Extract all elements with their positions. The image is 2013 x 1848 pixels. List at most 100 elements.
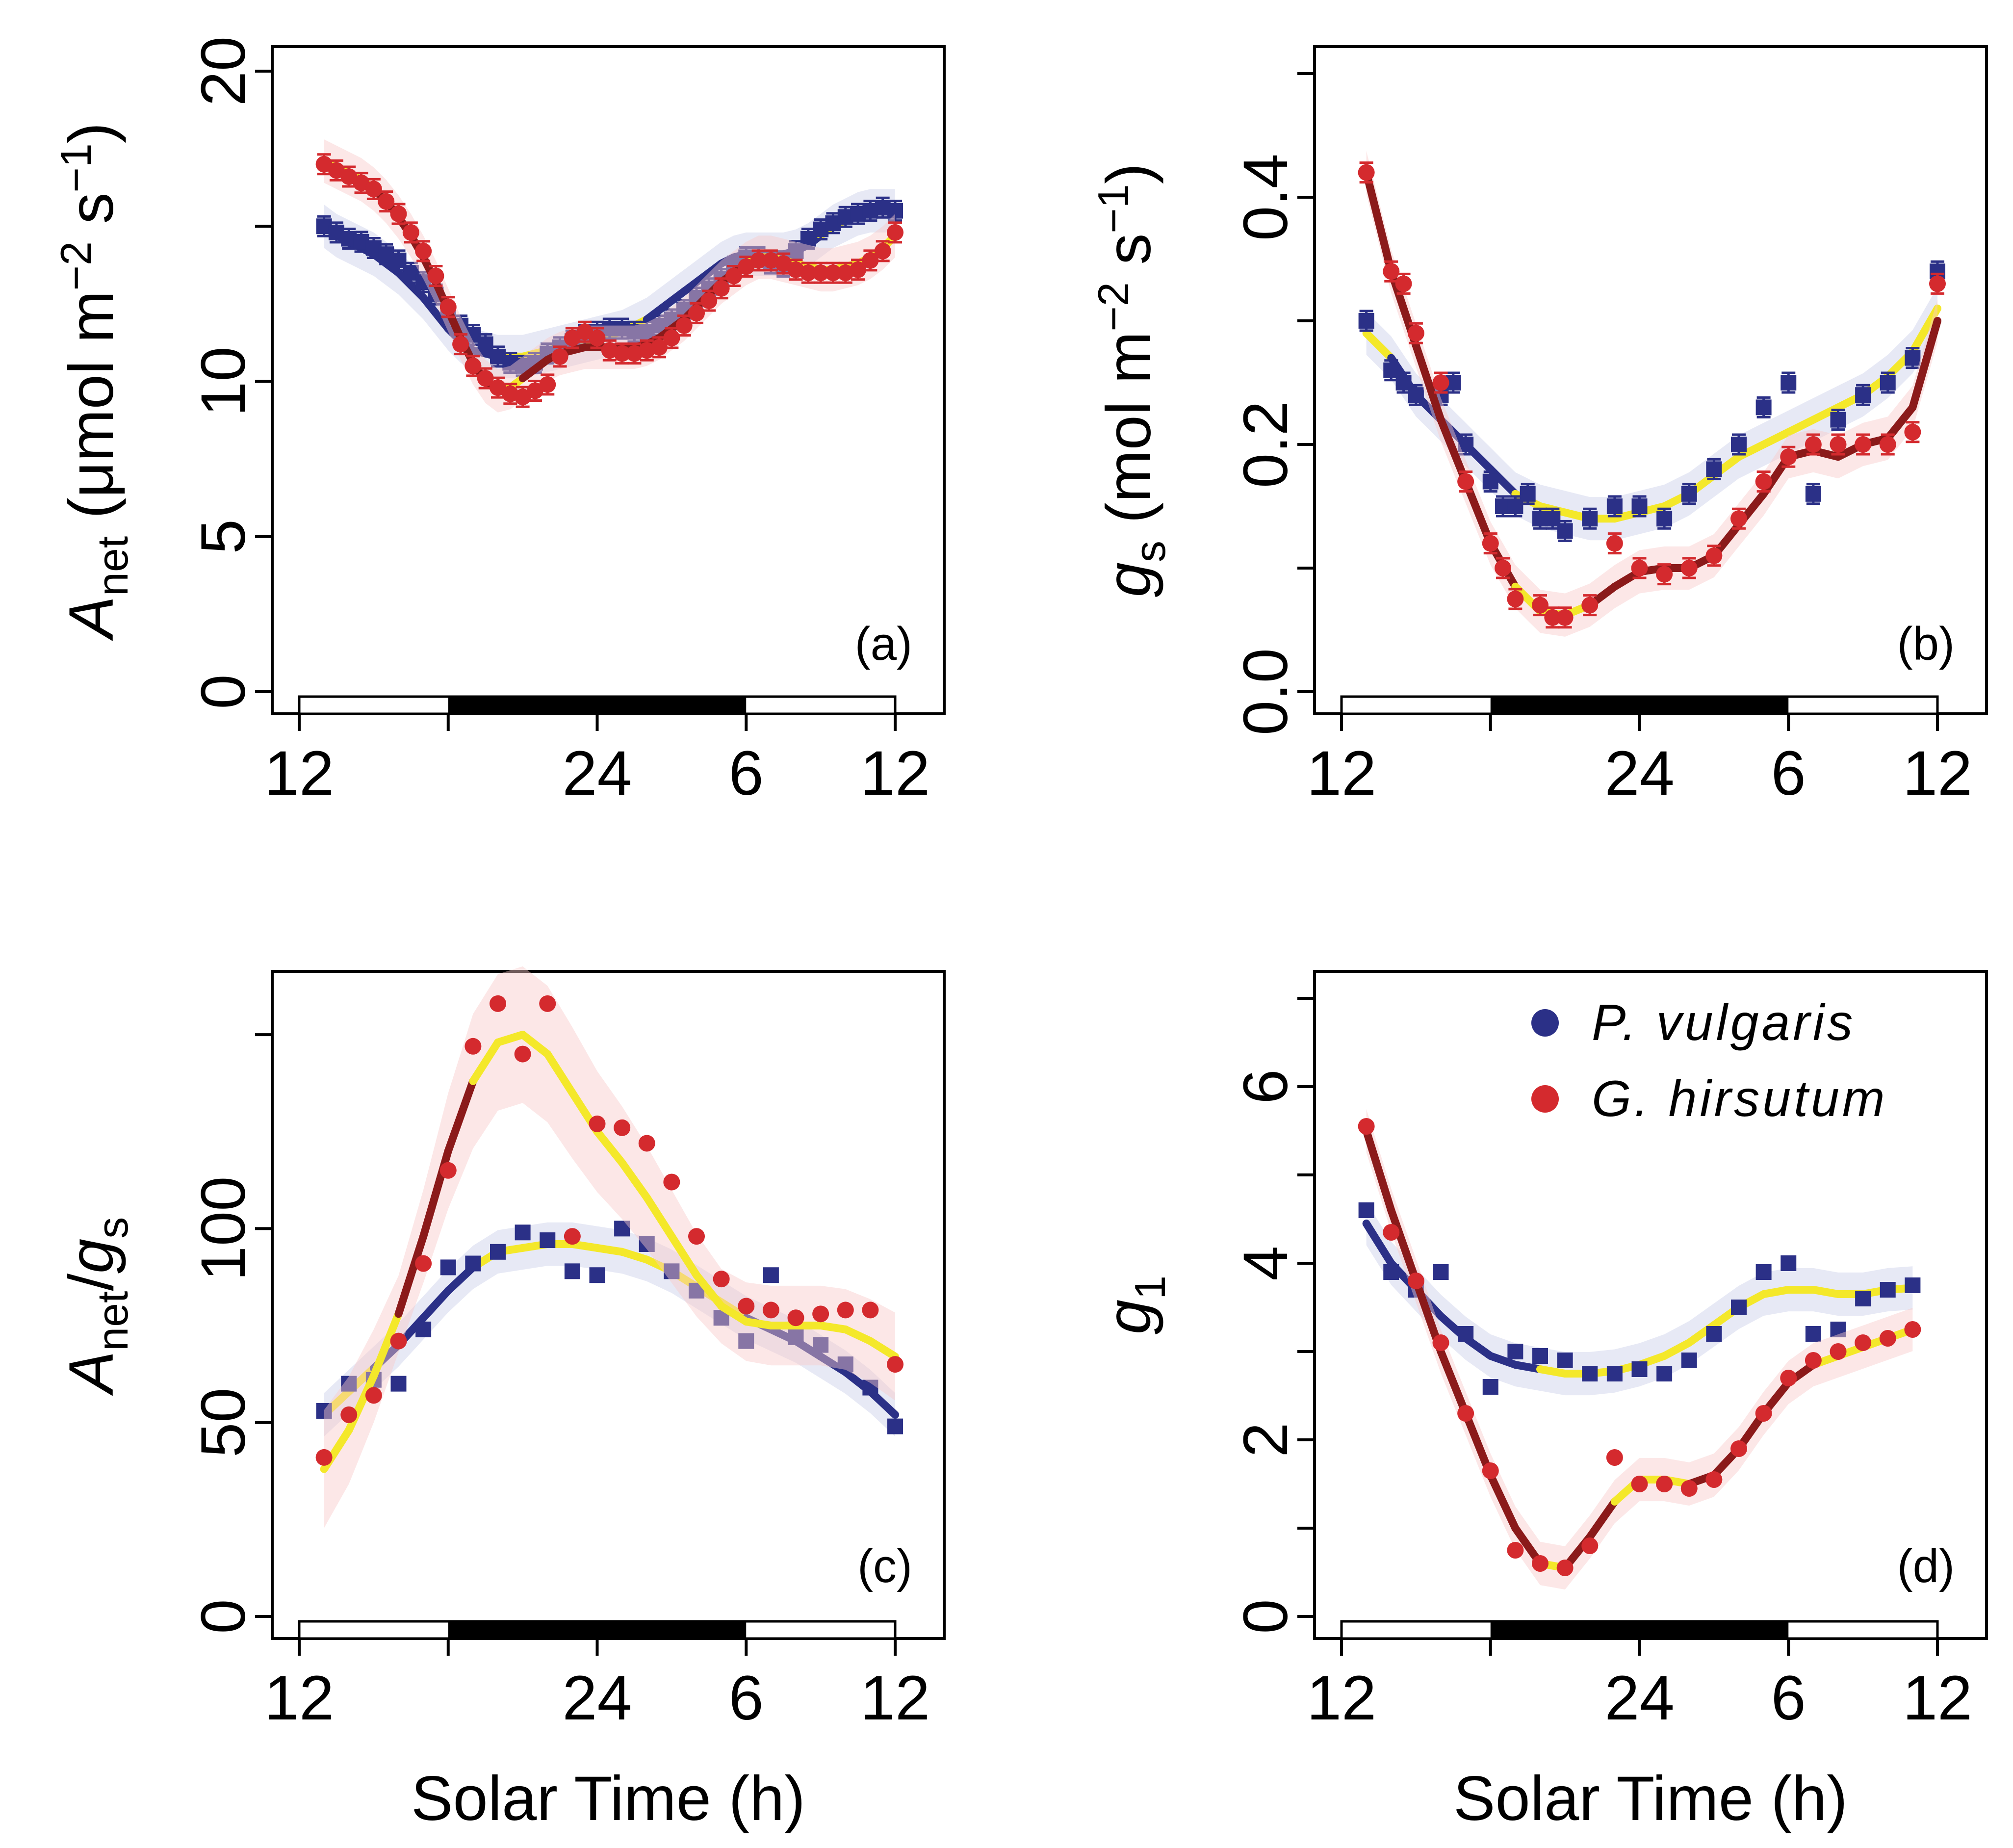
x-axis-title: Solar Time (h) — [411, 1764, 805, 1834]
dark-period-bar — [1490, 697, 1789, 714]
data-point — [837, 1301, 854, 1319]
data-point — [1905, 1277, 1921, 1293]
data-point — [787, 1309, 804, 1327]
data-point — [813, 1337, 829, 1353]
data-point — [1495, 560, 1512, 576]
data-point — [1755, 1264, 1772, 1280]
data-point — [1606, 1449, 1623, 1466]
data-point — [825, 264, 842, 282]
data-point — [1731, 437, 1747, 452]
data-point — [1408, 387, 1424, 403]
data-point — [837, 1356, 853, 1373]
x-tick-label: 24 — [1604, 738, 1674, 808]
data-point — [1681, 486, 1697, 502]
data-point — [465, 1255, 481, 1272]
data-point — [1681, 1353, 1697, 1368]
data-point — [490, 995, 506, 1012]
x-tick-label: 6 — [729, 738, 764, 808]
data-point — [315, 1449, 333, 1466]
smooth-line-segment — [1884, 403, 1917, 442]
data-point — [738, 258, 755, 275]
data-point — [639, 1236, 655, 1252]
data-point — [340, 168, 358, 185]
data-point — [862, 1379, 878, 1396]
y-tick-label: 0.4 — [1231, 154, 1301, 241]
x-tick-label: 12 — [264, 1663, 334, 1733]
data-point — [1780, 1370, 1797, 1386]
y-tick-label: 50 — [188, 1388, 258, 1458]
smooth-line-segment — [593, 1127, 626, 1167]
series-p-vulgaris — [316, 1221, 903, 1437]
data-point — [1458, 1326, 1474, 1342]
data-point — [1458, 437, 1474, 452]
data-point — [1656, 566, 1673, 583]
data-point — [850, 261, 867, 278]
data-point — [1879, 436, 1896, 453]
data-point — [1705, 1471, 1723, 1488]
data-point — [1556, 609, 1574, 626]
data-point — [688, 1228, 705, 1245]
data-point — [365, 181, 382, 198]
smooth-line-segment — [643, 1194, 676, 1241]
data-point — [1705, 547, 1723, 564]
data-point — [1855, 1334, 1872, 1351]
smooth-line-segment — [593, 1244, 626, 1256]
data-point — [439, 1162, 457, 1179]
day-night-bar — [298, 1620, 897, 1640]
data-point — [539, 995, 556, 1012]
smooth-line-segment — [1586, 1498, 1619, 1541]
data-point — [1556, 1560, 1574, 1576]
data-point — [1532, 1555, 1548, 1572]
data-point — [1730, 1440, 1747, 1457]
data-point — [812, 264, 829, 282]
data-point — [439, 298, 457, 315]
smooth-line-segment — [1486, 465, 1520, 498]
data-point — [1358, 1202, 1374, 1218]
data-point — [1780, 448, 1797, 466]
data-point — [1830, 1343, 1847, 1360]
data-point — [514, 1045, 531, 1063]
y-tick-label: 0.2 — [1231, 401, 1301, 488]
data-point — [1457, 473, 1474, 490]
data-point — [1532, 1348, 1548, 1364]
smooth-line-segment — [518, 1031, 552, 1058]
x-tick-label: 12 — [860, 1663, 930, 1733]
data-point — [775, 255, 792, 272]
smooth-line-segment — [1909, 317, 1941, 412]
data-point — [1680, 1480, 1698, 1497]
data-point — [663, 1173, 680, 1191]
data-point — [1805, 486, 1821, 502]
data-point — [1879, 1330, 1896, 1347]
data-point — [1544, 609, 1561, 626]
data-point — [551, 348, 568, 365]
data-point — [725, 267, 742, 285]
smooth-line-segment — [1660, 1339, 1693, 1360]
plot-frame — [271, 45, 946, 715]
data-point — [465, 1038, 482, 1055]
data-point — [614, 1221, 630, 1237]
x-tick-label: 6 — [1771, 738, 1806, 808]
data-point — [340, 1406, 358, 1423]
data-point — [1407, 325, 1424, 342]
series-p-vulgaris — [1358, 1201, 1921, 1396]
smooth-line-segment — [1809, 1286, 1842, 1298]
smooth-line-segment — [1362, 168, 1395, 276]
data-point — [1631, 1361, 1648, 1377]
smooth-line-segment — [1362, 329, 1395, 362]
data-point — [1830, 436, 1847, 453]
data-point — [1830, 412, 1846, 428]
data-point — [800, 264, 817, 282]
data-point — [1855, 1291, 1871, 1306]
data-point — [1482, 1379, 1498, 1395]
data-point — [1520, 486, 1536, 502]
day-night-bar — [298, 695, 897, 715]
y-tick-label: 100 — [188, 1176, 258, 1281]
data-point — [1929, 275, 1946, 292]
series-g-hirsutum — [1358, 1109, 1921, 1590]
data-point — [763, 1267, 779, 1283]
data-point — [1383, 1224, 1400, 1241]
data-point — [440, 1259, 456, 1275]
data-point — [713, 1271, 730, 1288]
data-point — [1656, 1476, 1673, 1492]
x-tick-label: 12 — [264, 738, 334, 808]
